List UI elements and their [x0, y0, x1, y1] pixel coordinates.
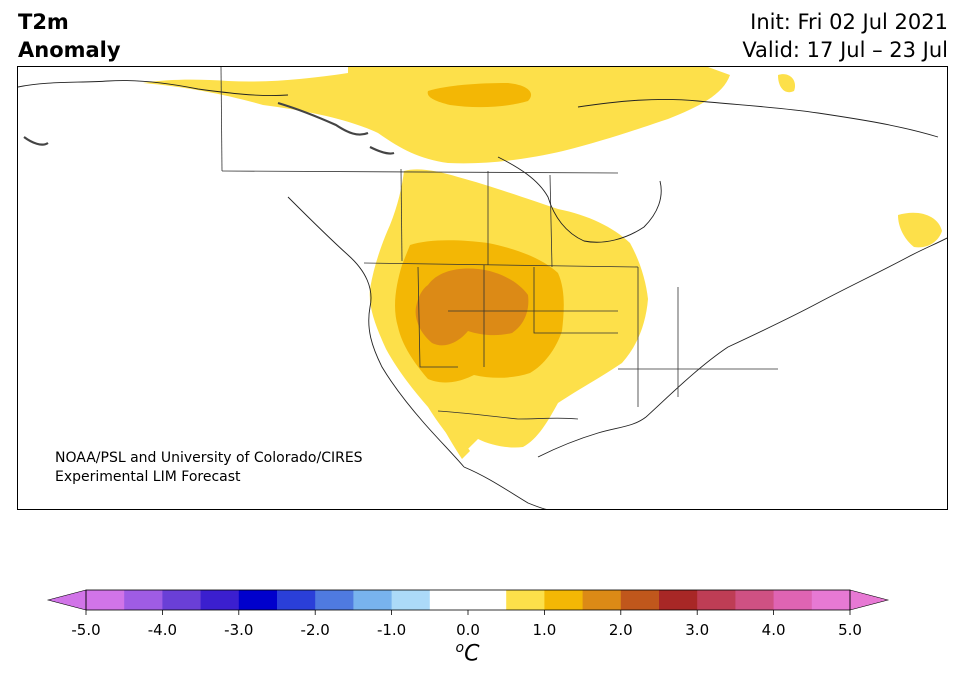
attribution: NOAA/PSL and University of Colorado/CIRE… — [55, 449, 363, 487]
colorbar-segment — [735, 590, 775, 610]
colorbar-tick-label: 0.0 — [456, 621, 480, 639]
colorbar-segment — [162, 590, 202, 610]
colorbar-tick-label: 4.0 — [762, 621, 786, 639]
colorbar: -5.0 -4.0 -3.0 -2.0 -1.0 0.0 1.0 2.0 3.0 4.0 5.0 — [46, 589, 890, 639]
anomaly-baffin — [778, 74, 796, 93]
colorbar-segment — [659, 590, 698, 610]
border-us-canada-west — [363, 262, 639, 268]
colorbar-segment — [506, 590, 545, 610]
colorbar-tick-label: -2.0 — [301, 621, 330, 639]
colorbar-over-arrow — [849, 589, 890, 611]
anomaly-baja — [438, 417, 470, 459]
forecast-dates: Init: Fri 02 Jul 2021 Valid: 17 Jul – 23… — [742, 8, 948, 64]
map-canvas — [18, 67, 947, 509]
colorbar-segment — [200, 590, 240, 610]
colorbar-tick-label: -5.0 — [71, 621, 100, 639]
anomaly-shading-strong — [415, 268, 529, 346]
colorbar-segment — [468, 590, 507, 610]
border-canada-prairie-3 — [549, 174, 553, 268]
colorbar-segment — [544, 590, 584, 610]
colorbar-segments — [86, 590, 851, 610]
border-us-interior-3 — [533, 267, 618, 334]
coast-pacific-northwest — [287, 196, 465, 468]
colorbar-unit: oC — [0, 640, 935, 666]
colorbar-tick-label: -1.0 — [377, 621, 406, 639]
border-canada-prairie-1 — [400, 168, 403, 262]
river-yukon — [23, 136, 49, 146]
political-borders — [220, 67, 778, 420]
river-mackenzie — [277, 101, 369, 136]
colorbar-ticks: -5.0 -4.0 -3.0 -2.0 -1.0 0.0 1.0 2.0 3.0 4.0 5.0 — [71, 610, 862, 639]
coast-atlantic-east — [645, 237, 947, 418]
coast-arctic-islands — [577, 98, 939, 138]
colorbar-segment — [582, 590, 622, 610]
border-us-mexico — [437, 410, 579, 420]
colorbar-segment — [620, 590, 660, 610]
attribution-line-2: Experimental LIM Forecast — [55, 469, 241, 485]
map-title: T2m Anomaly — [18, 8, 121, 64]
colorbar-tick-label: 2.0 — [609, 621, 633, 639]
colorbar-under-arrow — [46, 589, 87, 611]
colorbar-segment — [124, 590, 163, 610]
anomaly-great-basin-peak — [415, 268, 529, 346]
border-nwt-line — [221, 170, 619, 174]
coast-gulf-of-mexico — [537, 416, 647, 458]
colorbar-tick-label: -4.0 — [148, 621, 177, 639]
colorbar-segment — [315, 590, 354, 610]
anomaly-labrador — [898, 212, 942, 248]
colorbar-segment — [353, 590, 393, 610]
colorbar-segment — [697, 590, 736, 610]
unit-degree: o — [455, 640, 465, 656]
anomaly-north-canada — [143, 67, 730, 164]
coast-hudson-bay — [497, 156, 662, 243]
title-variable: T2m — [18, 10, 69, 34]
colorbar-tick-label: 1.0 — [532, 621, 556, 639]
colorbar-tick-label: 5.0 — [838, 621, 862, 639]
river-great-slave — [369, 146, 395, 155]
colorbar-segment — [429, 590, 469, 610]
colorbar-segment — [86, 590, 125, 610]
coastlines — [18, 80, 947, 509]
colorbar-segment — [391, 590, 431, 610]
border-alaska-yukon — [220, 67, 223, 172]
valid-range: Valid: 17 Jul – 23 Jul — [742, 38, 948, 62]
colorbar-segment — [277, 590, 316, 610]
init-date: Init: Fri 02 Jul 2021 — [750, 10, 948, 34]
title-field: Anomaly — [18, 38, 121, 62]
colorbar-tick-label: -3.0 — [224, 621, 253, 639]
colorbar-segment — [238, 590, 278, 610]
border-us-interior-1 — [417, 266, 458, 368]
map-panel — [17, 66, 948, 510]
colorbar-tick-label: 3.0 — [685, 621, 709, 639]
colorbar-segment — [811, 590, 851, 610]
attribution-line-1: NOAA/PSL and University of Colorado/CIRE… — [55, 450, 363, 466]
anomaly-central-canada-orange — [427, 83, 532, 108]
coast-alaska-north — [18, 80, 289, 96]
coast-central-america — [463, 466, 547, 509]
colorbar-segment — [773, 590, 813, 610]
unit-celsius: C — [464, 641, 480, 667]
rivers — [23, 101, 395, 155]
